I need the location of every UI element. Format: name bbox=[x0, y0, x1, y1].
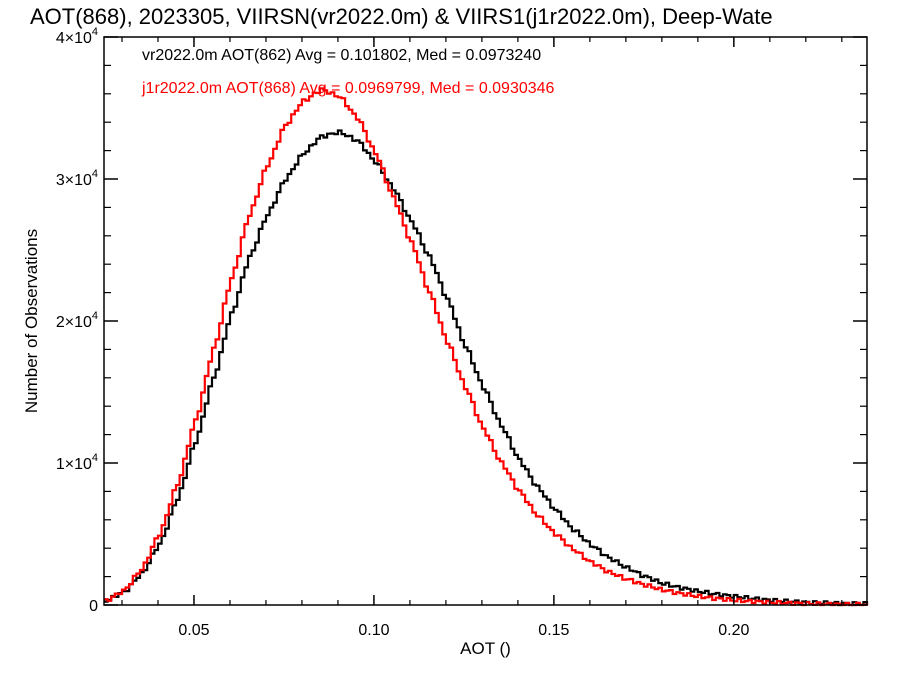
chart-title: AOT(868), 2023305, VIIRSN(vr2022.0m) & V… bbox=[30, 4, 773, 29]
legend-entry-vr2022.0m: vr2022.0m AOT(862) Avg = 0.101802, Med =… bbox=[142, 47, 541, 64]
x-tick-label: 0.20 bbox=[718, 622, 749, 639]
y-tick-label: 4×104 bbox=[56, 26, 98, 47]
series-line-vr2022.0m bbox=[104, 129, 869, 607]
legend: vr2022.0m AOT(862) Avg = 0.101802, Med =… bbox=[141, 47, 555, 97]
y-tick-label: 0 bbox=[89, 598, 98, 615]
x-tick-label: 0.05 bbox=[178, 622, 209, 639]
x-tick-label: 0.10 bbox=[358, 622, 389, 639]
plot-frame bbox=[103, 36, 868, 606]
plot-series bbox=[104, 87, 869, 607]
y-axis-label: Number of Observations bbox=[22, 229, 41, 413]
y-axis-ticks: 0 1×104 2×104 3×104 4×104 bbox=[56, 26, 867, 615]
x-axis-ticks: 0.05 0.10 0.15 0.20 bbox=[121, 37, 843, 639]
y-tick-label: 2×104 bbox=[56, 310, 98, 331]
y-tick-label: 3×104 bbox=[56, 168, 98, 189]
x-axis-label: AOT () bbox=[460, 639, 511, 658]
series-line-j1r2022.0m bbox=[104, 87, 869, 607]
x-tick-label: 0.15 bbox=[538, 622, 569, 639]
y-tick-label: 1×104 bbox=[56, 452, 98, 473]
legend-entry-j1r2022.0m: j1r2022.0m AOT(868) Avg = 0.0969799, Med… bbox=[141, 80, 555, 97]
